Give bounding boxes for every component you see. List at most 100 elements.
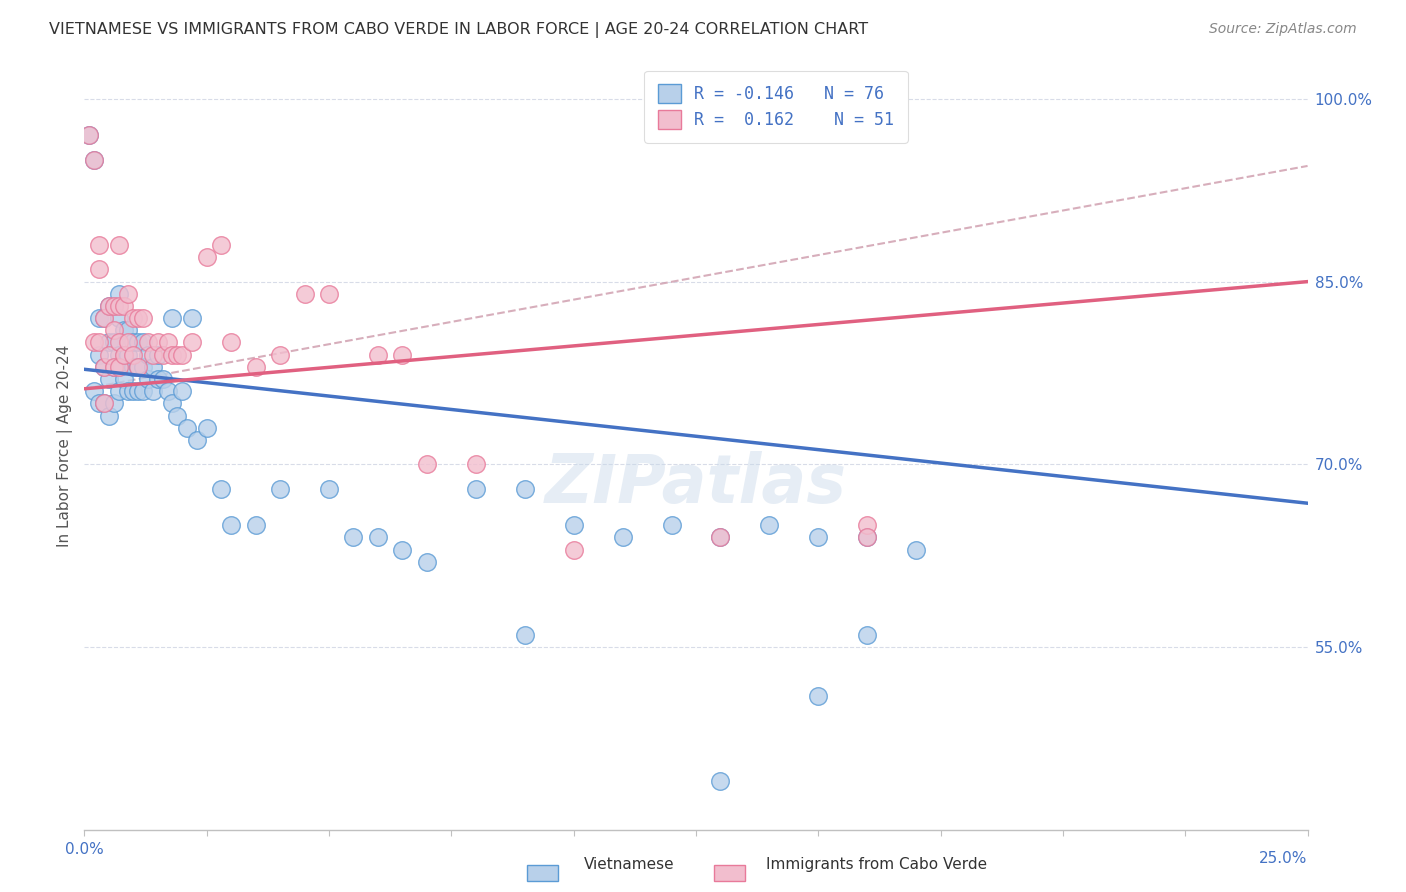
Point: [856, 530, 879, 544]
Point: [219, 335, 242, 350]
Point: [146, 372, 169, 386]
Point: [107, 286, 129, 301]
Point: [93, 396, 115, 410]
Y-axis label: In Labor Force | Age 20-24: In Labor Force | Age 20-24: [58, 345, 73, 547]
Point: [77, 128, 100, 143]
Point: [97, 299, 120, 313]
Point: [127, 311, 149, 326]
Point: [122, 348, 145, 362]
Point: [87, 348, 110, 362]
Point: [146, 335, 169, 350]
Point: [112, 372, 135, 386]
Point: [87, 262, 110, 277]
Point: [513, 482, 536, 496]
Point: [245, 518, 267, 533]
Point: [156, 335, 179, 350]
Point: [318, 482, 340, 496]
Point: [87, 335, 110, 350]
Point: [146, 348, 169, 362]
Point: [294, 286, 316, 301]
Point: [176, 421, 198, 435]
Point: [464, 457, 486, 471]
Point: [93, 396, 115, 410]
Point: [97, 372, 120, 386]
Point: [107, 299, 129, 313]
Point: [107, 359, 129, 374]
Point: [83, 384, 105, 399]
Point: [162, 348, 184, 362]
Text: 25.0%: 25.0%: [1260, 852, 1308, 866]
Point: [132, 359, 155, 374]
Point: [132, 311, 155, 326]
Point: [112, 348, 135, 362]
Point: [152, 348, 174, 362]
Point: [612, 530, 634, 544]
Point: [162, 311, 184, 326]
Point: [562, 542, 585, 557]
Point: [127, 359, 149, 374]
Point: [807, 530, 830, 544]
Point: [93, 311, 115, 326]
Point: [367, 530, 389, 544]
Legend: R = -0.146   N = 76, R =  0.162    N = 51: R = -0.146 N = 76, R = 0.162 N = 51: [644, 70, 908, 143]
Text: Immigrants from Cabo Verde: Immigrants from Cabo Verde: [766, 857, 987, 872]
Point: [162, 396, 184, 410]
Point: [117, 323, 139, 337]
Point: [93, 359, 115, 374]
Point: [127, 384, 149, 399]
Point: [83, 153, 105, 167]
Point: [195, 421, 218, 435]
Point: [367, 348, 389, 362]
Point: [136, 348, 159, 362]
Point: [107, 348, 129, 362]
Point: [245, 359, 267, 374]
Point: [117, 384, 139, 399]
Point: [464, 482, 486, 496]
Point: [209, 482, 232, 496]
Point: [112, 348, 135, 362]
Point: [122, 384, 145, 399]
Point: [219, 518, 242, 533]
Point: [103, 335, 125, 350]
Point: [905, 542, 928, 557]
Point: [416, 457, 439, 471]
Text: VIETNAMESE VS IMMIGRANTS FROM CABO VERDE IN LABOR FORCE | AGE 20-24 CORRELATION : VIETNAMESE VS IMMIGRANTS FROM CABO VERDE…: [49, 22, 869, 38]
Point: [107, 311, 129, 326]
Point: [107, 335, 129, 350]
Point: [856, 530, 879, 544]
Point: [103, 359, 125, 374]
Point: [97, 348, 120, 362]
Point: [181, 311, 204, 326]
Point: [318, 286, 340, 301]
Point: [391, 348, 413, 362]
Point: [856, 518, 879, 533]
Point: [107, 359, 129, 374]
Point: [269, 348, 291, 362]
Point: [142, 359, 165, 374]
Point: [172, 384, 194, 399]
Point: [117, 348, 139, 362]
Point: [709, 530, 731, 544]
Point: [103, 299, 125, 313]
Point: [166, 348, 188, 362]
Point: [181, 335, 204, 350]
Point: [156, 384, 179, 399]
Point: [117, 286, 139, 301]
Point: [77, 128, 100, 143]
Point: [97, 335, 120, 350]
Point: [166, 409, 188, 423]
Point: [122, 359, 145, 374]
Text: Vietnamese: Vietnamese: [583, 857, 673, 872]
Point: [97, 409, 120, 423]
Point: [103, 323, 125, 337]
Point: [709, 530, 731, 544]
Point: [112, 323, 135, 337]
Point: [122, 335, 145, 350]
Point: [342, 530, 364, 544]
Point: [661, 518, 683, 533]
Point: [142, 348, 165, 362]
Point: [97, 299, 120, 313]
Point: [136, 335, 159, 350]
Point: [112, 299, 135, 313]
Point: [103, 396, 125, 410]
